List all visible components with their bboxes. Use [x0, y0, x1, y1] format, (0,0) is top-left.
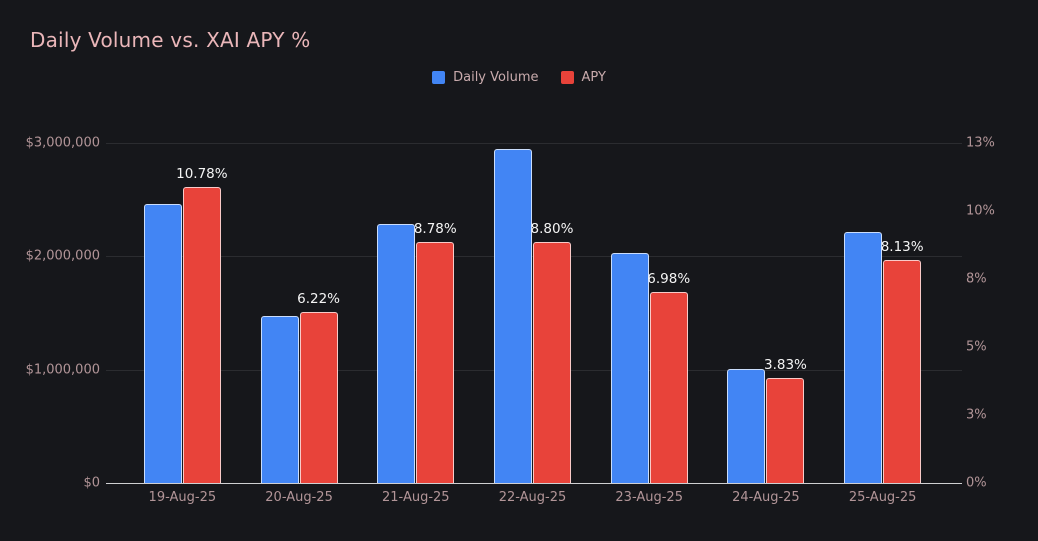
apy-value-label: 8.78%	[413, 221, 457, 238]
chart-title: Daily Volume vs. XAI APY %	[30, 28, 311, 52]
x-axis-line	[106, 483, 962, 484]
left-axis-tick-label: $2,000,000	[25, 248, 100, 264]
gridline	[106, 143, 962, 144]
apy-bar[interactable]	[299, 312, 338, 483]
apy-bar[interactable]	[182, 187, 221, 483]
apy-value-label: 6.22%	[297, 291, 341, 308]
right-axis-tick-label: 3%	[966, 407, 987, 423]
left-axis-tick-label: $1,000,000	[25, 362, 100, 378]
right-axis-tick-label: 13%	[966, 135, 995, 151]
right-axis-tick-label: 8%	[966, 271, 987, 287]
x-axis-tick-label: 25-Aug-25	[848, 490, 917, 505]
apy-value-label: 3.83%	[763, 356, 807, 373]
apy-value-label: 6.98%	[647, 270, 691, 287]
apy-bar[interactable]	[533, 241, 571, 483]
apy-value-label: 8.80%	[530, 220, 574, 237]
daily-volume-bar[interactable]	[494, 149, 532, 483]
x-axis-tick-label: 19-Aug-25	[148, 490, 217, 505]
apy-bar[interactable]	[766, 377, 805, 483]
legend: Daily Volume APY	[0, 70, 1038, 85]
daily-volume-bar[interactable]	[727, 369, 766, 483]
legend-item-daily-volume[interactable]: Daily Volume	[432, 70, 539, 85]
left-axis-tick-label: $3,000,000	[25, 135, 100, 151]
x-axis-tick-label: 21-Aug-25	[381, 490, 450, 505]
legend-label-daily-volume: Daily Volume	[453, 70, 539, 85]
apy-value-label: 8.13%	[880, 239, 924, 256]
legend-label-apy: APY	[581, 70, 606, 85]
apy-bar[interactable]	[649, 291, 688, 483]
apy-swatch-icon	[560, 71, 574, 84]
right-axis-tick-label: 5%	[966, 339, 987, 355]
x-axis-tick-label: 23-Aug-25	[615, 490, 683, 505]
left-axis-tick-label: $0	[83, 475, 100, 491]
daily-volume-bar[interactable]	[377, 224, 416, 483]
x-axis-tick-label: 24-Aug-25	[732, 490, 800, 505]
daily-volume-bar[interactable]	[260, 315, 299, 483]
x-axis-tick-label: 20-Aug-25	[265, 490, 333, 505]
daily-volume-swatch-icon	[432, 71, 446, 84]
legend-item-apy[interactable]: APY	[560, 70, 606, 85]
right-axis-tick-label: 10%	[966, 203, 995, 219]
x-axis-tick-label: 22-Aug-25	[498, 490, 567, 505]
apy-bar[interactable]	[883, 260, 922, 483]
daily-volume-bar[interactable]	[143, 204, 182, 483]
apy-bar[interactable]	[416, 242, 455, 483]
daily-volume-bar[interactable]	[844, 231, 883, 483]
daily-volume-bar[interactable]	[610, 252, 649, 483]
right-axis-tick-label: 0%	[966, 475, 987, 491]
apy-value-label: 10.78%	[176, 166, 228, 183]
